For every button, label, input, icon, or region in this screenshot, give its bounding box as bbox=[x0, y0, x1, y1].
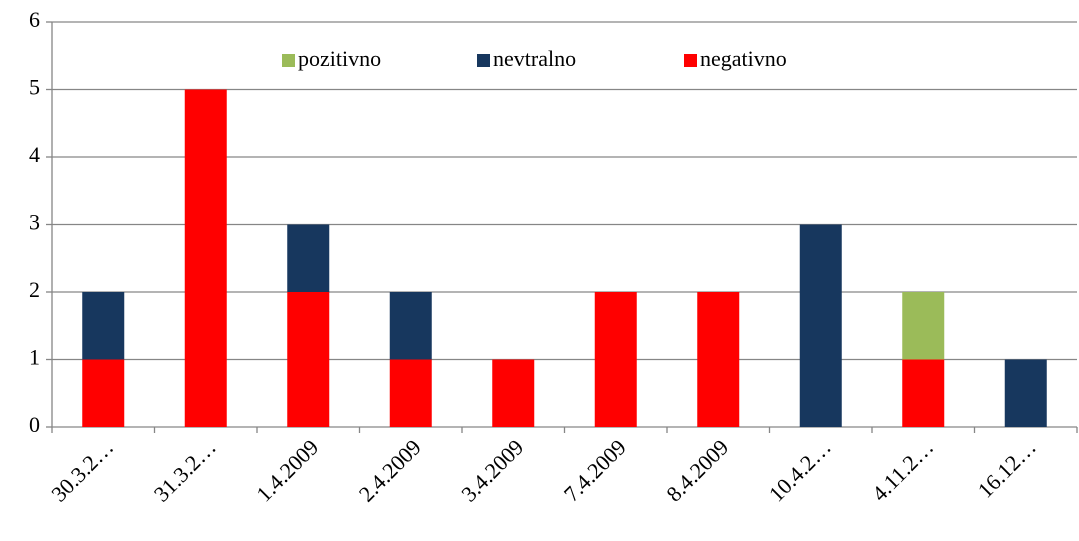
x-tick-label: 7.4.2009 bbox=[559, 434, 631, 506]
bar-segment bbox=[82, 292, 125, 360]
y-tick-label: 3 bbox=[29, 210, 40, 235]
x-tick-label: 8.4.2009 bbox=[661, 434, 733, 506]
y-tick-label: 2 bbox=[29, 277, 40, 302]
y-tick-label: 4 bbox=[29, 142, 40, 167]
bar-segment bbox=[492, 359, 535, 427]
bar-segment bbox=[389, 359, 432, 427]
bar-segment bbox=[902, 359, 945, 427]
bar-segment bbox=[389, 292, 432, 360]
legend-label: negativno bbox=[700, 46, 787, 71]
bar-segment bbox=[902, 292, 945, 360]
y-tick-label: 0 bbox=[29, 412, 40, 437]
legend-swatch bbox=[684, 54, 697, 67]
x-tick-label: 1.4.2009 bbox=[251, 434, 323, 506]
bar-segment bbox=[287, 292, 330, 427]
bar-segment bbox=[82, 359, 125, 427]
x-tick-label: 2.4.2009 bbox=[354, 434, 426, 506]
x-tick-label: 31.3.2… bbox=[149, 434, 221, 506]
legend-label: pozitivno bbox=[298, 46, 381, 71]
y-tick-label: 1 bbox=[29, 345, 40, 370]
x-tick-label: 16.12… bbox=[973, 434, 1041, 502]
bar-segment bbox=[799, 224, 842, 427]
x-tick-label: 10.4.2… bbox=[764, 434, 836, 506]
y-tick-label: 6 bbox=[29, 7, 40, 32]
legend-label: nevtralno bbox=[493, 46, 576, 71]
x-tick-label: 4.11.2… bbox=[867, 434, 939, 506]
x-tick-label: 3.4.2009 bbox=[456, 434, 528, 506]
legend-swatch bbox=[477, 54, 490, 67]
bar-segment bbox=[697, 292, 740, 427]
bar-segment bbox=[594, 292, 637, 427]
bar-segment bbox=[184, 89, 227, 427]
legend-swatch bbox=[282, 54, 295, 67]
x-tick-label: 30.3.2… bbox=[46, 434, 118, 506]
bar-segment bbox=[1004, 359, 1047, 427]
bar-segment bbox=[287, 224, 330, 292]
y-tick-label: 5 bbox=[29, 75, 40, 100]
